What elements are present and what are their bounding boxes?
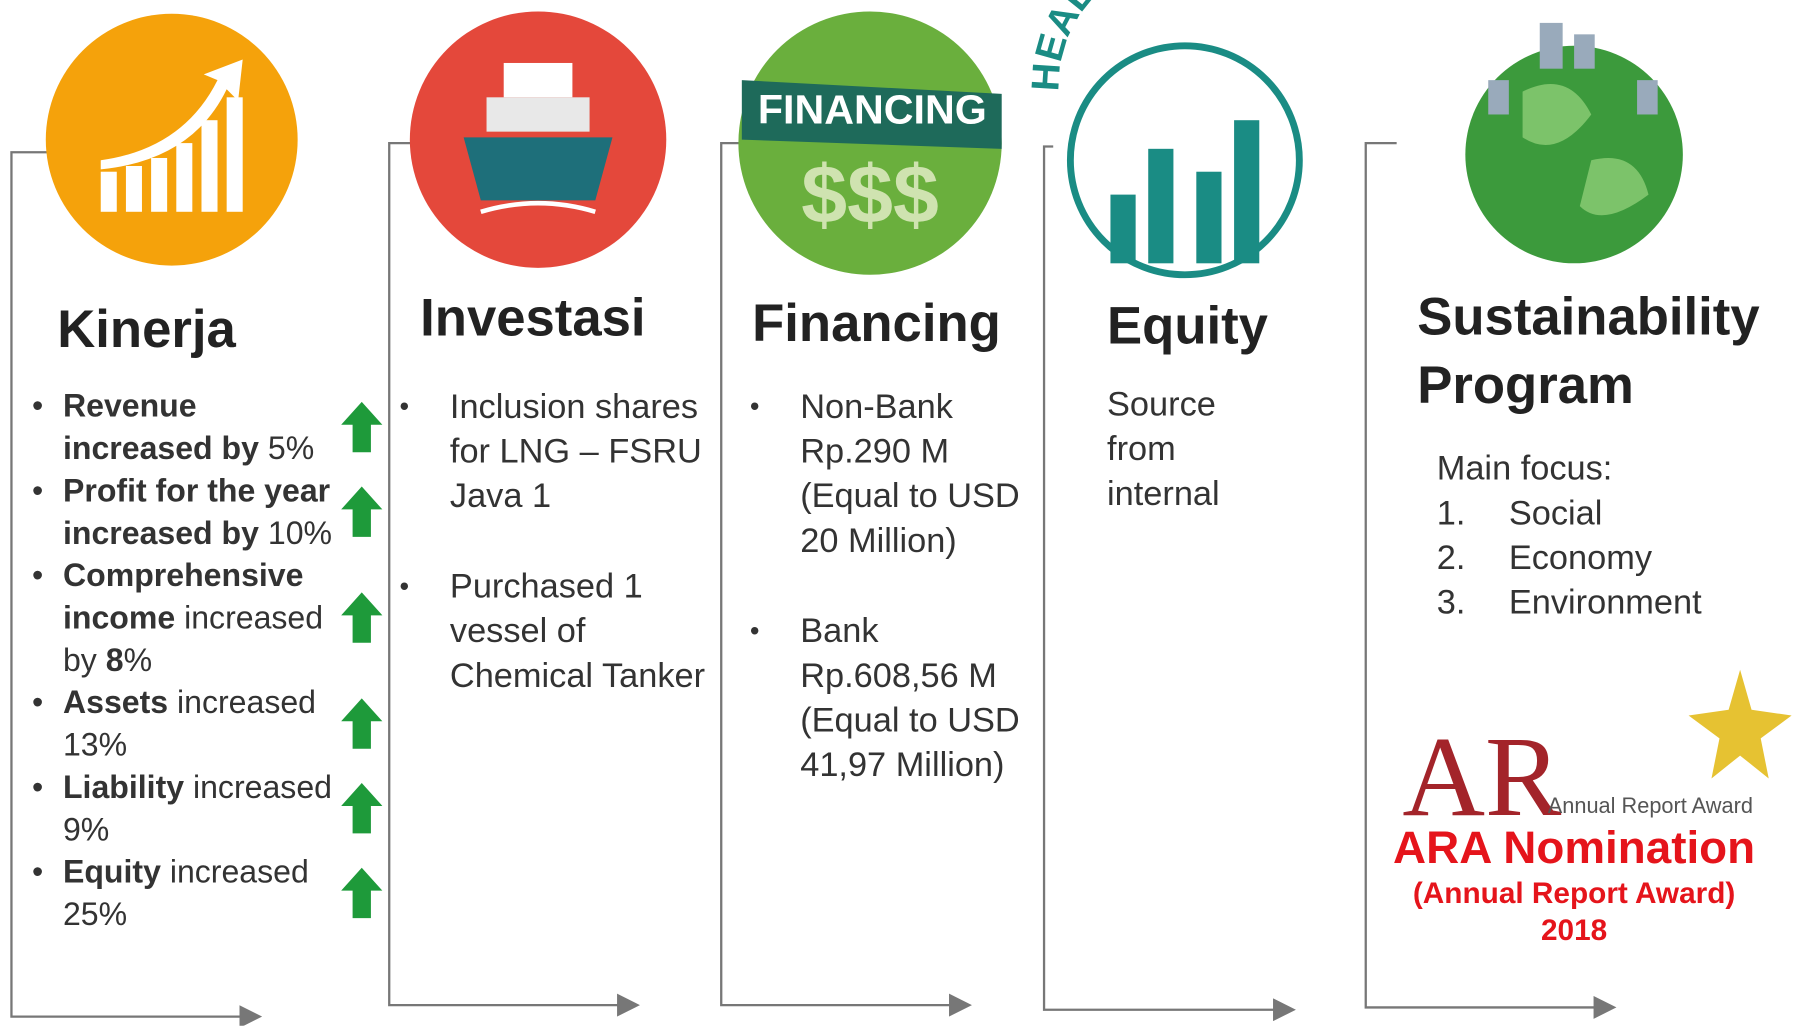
bullet-item: Purchased 1 vessel of Chemical Tanker — [400, 564, 711, 698]
award-caption: Annual Report Award — [1548, 793, 1753, 818]
item-list: Non-Bank Rp.290 M (Equal to USD 20 Milli… — [750, 385, 1023, 788]
text-segment: Profit for the year increased by — [62, 472, 340, 551]
up-arrow — [341, 867, 383, 919]
column-title: Kinerja — [57, 298, 236, 359]
icon-equity: HEALTH EQUITY — [1024, 0, 1303, 279]
focus-list: 1. Social 2. Economy 3. Environment — [1437, 491, 1702, 625]
text-segment: Comprehensive income — [62, 557, 313, 636]
bullet-item: Revenue increased by 5% — [32, 385, 343, 470]
text-segment: Bank Rp.608,56 M (Equal to USD 41,97 Mil… — [800, 612, 1030, 785]
column-title: Sustainability Program — [1417, 282, 1759, 419]
up-arrow — [341, 592, 383, 643]
text-segment: Inclusion shares for LNG – FSRU Java 1 — [449, 388, 712, 516]
award-logo-text: AR — [1402, 713, 1562, 840]
bullet-item: Assets increased 13% — [32, 681, 343, 766]
text-segment: increased 25% — [62, 854, 318, 932]
bullet-item: Profit for the year increased by 10% — [32, 469, 343, 554]
column-title: Financing — [752, 293, 1001, 353]
bullet-item: Inclusion shares for LNG – FSRU Java 1 — [400, 385, 712, 519]
up-arrow — [341, 486, 383, 537]
item-list: Revenue increased by 5%Profit for the ye… — [32, 385, 343, 936]
icon-text: FINANCING — [758, 87, 987, 133]
award-sub: (Annual Report Award) — [1412, 875, 1736, 911]
up-arrows — [341, 401, 383, 919]
text-segment: Purchased 1 vessel of Chemical Tanker — [449, 567, 706, 695]
column-title: Investasi — [420, 287, 646, 347]
text-segment: % — [123, 642, 153, 678]
text-segment: Liability — [62, 769, 185, 805]
column-text: Source from internal — [1107, 385, 1220, 513]
bullet-item: Equity increased 25% — [32, 851, 343, 936]
column-title: Equity — [1107, 295, 1268, 355]
focus-number: 1. — [1436, 494, 1466, 533]
text-segment: 8 — [105, 642, 124, 678]
item-list: Inclusion shares for LNG – FSRU Java 1 Pu… — [400, 385, 712, 699]
award-logo: AR Annual Report Award — [1402, 669, 1792, 840]
text-segment: Equity — [62, 854, 161, 890]
title-line: Program — [1417, 354, 1634, 415]
bracket — [388, 141, 640, 1017]
focus-number: 2. — [1436, 539, 1466, 577]
bracket — [1364, 141, 1617, 1019]
focus-label: Main focus: — [1436, 449, 1613, 488]
up-arrow — [341, 698, 383, 749]
icon-financing: FINANCING $$$ — [738, 11, 1002, 275]
award-text: ARA Nomination (Annual Report Award) 201… — [1351, 822, 1795, 948]
focus-item: 1. Social — [1437, 491, 1702, 536]
text-segment: 10% — [258, 515, 333, 551]
bullet-item: Non-Bank Rp.290 M (Equal to USD 20 Milli… — [750, 385, 1023, 564]
title-line: Sustainability — [1417, 286, 1760, 346]
bullet-item: Comprehensive income increased by 8% — [32, 554, 343, 681]
focus-item: 2. Economy — [1437, 536, 1702, 581]
award-year: 2018 — [1540, 912, 1608, 947]
award-heading: ARA Nomination — [1393, 823, 1756, 874]
text-segment: Revenue increased by — [62, 388, 259, 466]
text-segment: Non-Bank Rp.290 M (Equal to USD 20 Milli… — [800, 388, 1030, 560]
focus-item: 3. Environment — [1437, 580, 1702, 625]
focus-number: 3. — [1436, 583, 1466, 622]
up-arrow — [341, 783, 383, 834]
text-segment: increased by — [62, 599, 332, 678]
bullet-item: Bank Rp.608,56 M (Equal to USD 41,97 Mil… — [750, 609, 1023, 788]
bracket — [720, 141, 972, 1017]
icon-text: $$$ — [801, 149, 939, 241]
bracket — [1042, 145, 1296, 1022]
text-segment: increased 9% — [62, 769, 341, 848]
icon-investasi — [409, 11, 667, 268]
icon-kinerja — [45, 13, 298, 266]
up-arrow — [341, 401, 383, 453]
focus-text: Economy — [1508, 539, 1653, 577]
focus-text: Social — [1508, 494, 1603, 533]
text-segment: increased 13% — [62, 684, 325, 763]
bullet-item: Liability increased 9% — [32, 766, 343, 851]
bracket — [10, 151, 263, 1026]
focus-text: Environment — [1508, 583, 1702, 622]
text-segment: Assets — [62, 684, 169, 721]
icon-sustainability — [1465, 22, 1683, 264]
text-segment: 5% — [258, 430, 315, 466]
